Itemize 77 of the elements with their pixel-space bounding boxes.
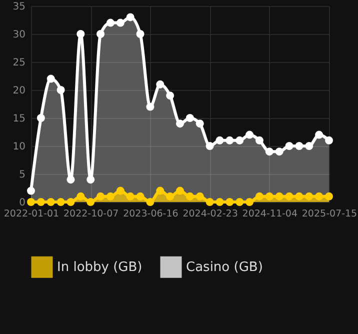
x-tick-label: 2023-06-16 bbox=[123, 208, 178, 220]
point bbox=[76, 30, 85, 38]
legend-label: Casino (GB) bbox=[186, 260, 263, 276]
point bbox=[106, 192, 114, 200]
y-tick-label: 0 bbox=[19, 198, 26, 208]
point bbox=[315, 192, 324, 200]
x-tick-label: 2025-07-15 bbox=[302, 208, 358, 220]
point bbox=[295, 192, 304, 200]
point bbox=[176, 120, 184, 128]
point bbox=[305, 142, 314, 150]
point bbox=[46, 198, 55, 206]
x-tick-label: 2022-01-01 bbox=[4, 208, 60, 220]
point bbox=[166, 192, 174, 200]
point bbox=[255, 192, 264, 200]
point bbox=[146, 198, 154, 206]
point bbox=[116, 186, 124, 195]
point bbox=[56, 86, 65, 94]
point bbox=[146, 102, 154, 111]
point bbox=[196, 120, 204, 128]
point bbox=[56, 198, 65, 206]
point bbox=[116, 18, 124, 27]
point bbox=[76, 192, 85, 200]
point bbox=[36, 198, 45, 206]
point bbox=[285, 142, 294, 150]
point bbox=[315, 130, 324, 139]
point bbox=[325, 136, 333, 144]
point bbox=[126, 13, 134, 22]
point bbox=[275, 192, 284, 200]
point bbox=[186, 114, 194, 122]
point bbox=[246, 198, 254, 206]
x-tick-label: 2024-02-23 bbox=[182, 208, 238, 220]
y-tick-label: 20 bbox=[12, 86, 26, 96]
point bbox=[246, 130, 254, 139]
point bbox=[66, 198, 75, 206]
point bbox=[106, 18, 114, 27]
point bbox=[265, 148, 274, 156]
point bbox=[96, 192, 105, 200]
point bbox=[156, 186, 164, 195]
point bbox=[27, 198, 35, 206]
point bbox=[166, 92, 174, 100]
point bbox=[176, 186, 184, 195]
point bbox=[136, 30, 144, 38]
point bbox=[86, 198, 95, 206]
point bbox=[265, 192, 274, 200]
point bbox=[285, 192, 294, 200]
point bbox=[96, 30, 105, 38]
point bbox=[236, 136, 244, 144]
point bbox=[305, 192, 314, 200]
y-tick-label: 30 bbox=[12, 30, 26, 40]
point bbox=[255, 136, 264, 144]
point bbox=[136, 192, 144, 200]
y-tick-label: 25 bbox=[12, 58, 26, 68]
point bbox=[236, 198, 244, 206]
point bbox=[226, 136, 234, 144]
y-tick-label: 35 bbox=[12, 2, 26, 12]
y-tick-label: 10 bbox=[12, 142, 26, 152]
point bbox=[156, 80, 164, 88]
point bbox=[27, 186, 35, 195]
point bbox=[86, 176, 95, 184]
x-tick-label: 2022-10-07 bbox=[63, 208, 119, 220]
point bbox=[216, 136, 224, 144]
point bbox=[66, 176, 75, 184]
point bbox=[196, 192, 204, 200]
point bbox=[206, 142, 214, 150]
point bbox=[36, 114, 45, 122]
point bbox=[206, 198, 214, 206]
y-tick-label: 15 bbox=[12, 114, 26, 124]
point bbox=[275, 148, 284, 156]
point bbox=[226, 198, 234, 206]
legend-label: In lobby (GB) bbox=[57, 260, 142, 276]
point bbox=[46, 74, 55, 83]
x-tick-label: 2024-11-04 bbox=[242, 208, 298, 220]
point bbox=[216, 198, 224, 206]
point bbox=[325, 192, 333, 200]
point bbox=[295, 142, 304, 150]
y-tick-label: 5 bbox=[19, 170, 26, 180]
point bbox=[186, 192, 194, 200]
